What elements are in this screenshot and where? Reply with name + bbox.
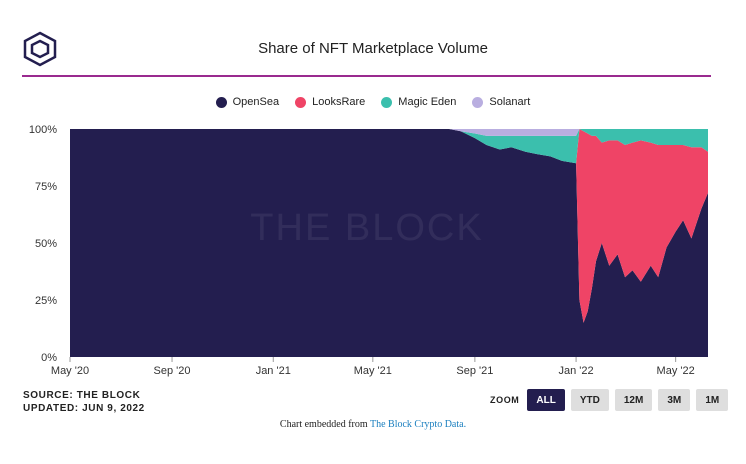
title-divider <box>22 75 711 77</box>
source-block: SOURCE: THE BLOCK UPDATED: JUN 9, 2022 <box>23 389 145 415</box>
legend-swatch-magic-eden <box>381 96 393 108</box>
legend-item-looksrare[interactable]: LooksRare <box>295 96 365 108</box>
legend-swatch-solanart <box>472 96 484 108</box>
x-tick-label: Jan '22 <box>559 365 594 377</box>
zoom-controls: ZOOM ALL YTD 12M 3M 1M <box>490 389 729 411</box>
zoom-button-1m[interactable]: 1M <box>696 389 729 411</box>
x-tick-label: May '21 <box>354 365 392 377</box>
x-tick-label: Sep '21 <box>456 365 493 377</box>
y-tick-label: 25% <box>35 295 57 307</box>
legend-item-magic-eden[interactable]: Magic Eden <box>381 96 456 108</box>
x-tick-label: Sep '20 <box>154 365 191 377</box>
area-series-solanart[interactable] <box>70 129 708 136</box>
zoom-label: ZOOM <box>490 395 520 405</box>
embed-link[interactable]: The Block Crypto Data. <box>369 419 467 430</box>
chart-title: Share of NFT Marketplace Volume <box>258 40 488 57</box>
legend-swatch-looksrare <box>295 96 307 108</box>
y-tick-label: 75% <box>35 181 57 193</box>
legend-label-opensea: OpenSea <box>232 96 280 108</box>
x-tick-label: Jan '21 <box>256 365 291 377</box>
source-text: SOURCE: THE BLOCK <box>23 390 141 401</box>
area-series-magic-eden[interactable] <box>70 129 708 164</box>
the-block-cube-icon <box>23 31 57 67</box>
y-tick-label: 0% <box>41 352 57 364</box>
area-series-opensea[interactable] <box>70 129 708 357</box>
zoom-button-3m[interactable]: 3M <box>658 389 691 411</box>
area-series-looksrare[interactable] <box>70 129 708 323</box>
legend-label-magic-eden: Magic Eden <box>398 96 457 108</box>
zoom-button-ytd[interactable]: YTD <box>570 389 609 411</box>
legend-label-looksrare: LooksRare <box>312 96 366 108</box>
embed-prefix: Chart embedded from <box>279 419 368 430</box>
x-tick-label: May '22 <box>657 365 695 377</box>
x-tick-label: May '20 <box>51 365 89 377</box>
legend-item-opensea[interactable]: OpenSea <box>215 96 280 108</box>
legend-item-solanart[interactable]: Solanart <box>472 96 530 108</box>
updated-text: UPDATED: JUN 9, 2022 <box>23 403 145 414</box>
legend-label-solanart: Solanart <box>489 96 531 108</box>
legend-swatch-opensea <box>215 96 227 108</box>
zoom-button-all[interactable]: ALL <box>527 389 565 411</box>
zoom-button-12m[interactable]: 12M <box>614 389 653 411</box>
embed-credit: Chart embedded from The Block Crypto Dat… <box>0 419 746 430</box>
y-tick-label: 100% <box>29 124 57 136</box>
watermark-text: THE BLOCK <box>250 207 483 249</box>
chart-legend: OpenSea LooksRare Magic Eden Solanart <box>0 96 746 108</box>
y-tick-label: 50% <box>35 238 57 250</box>
